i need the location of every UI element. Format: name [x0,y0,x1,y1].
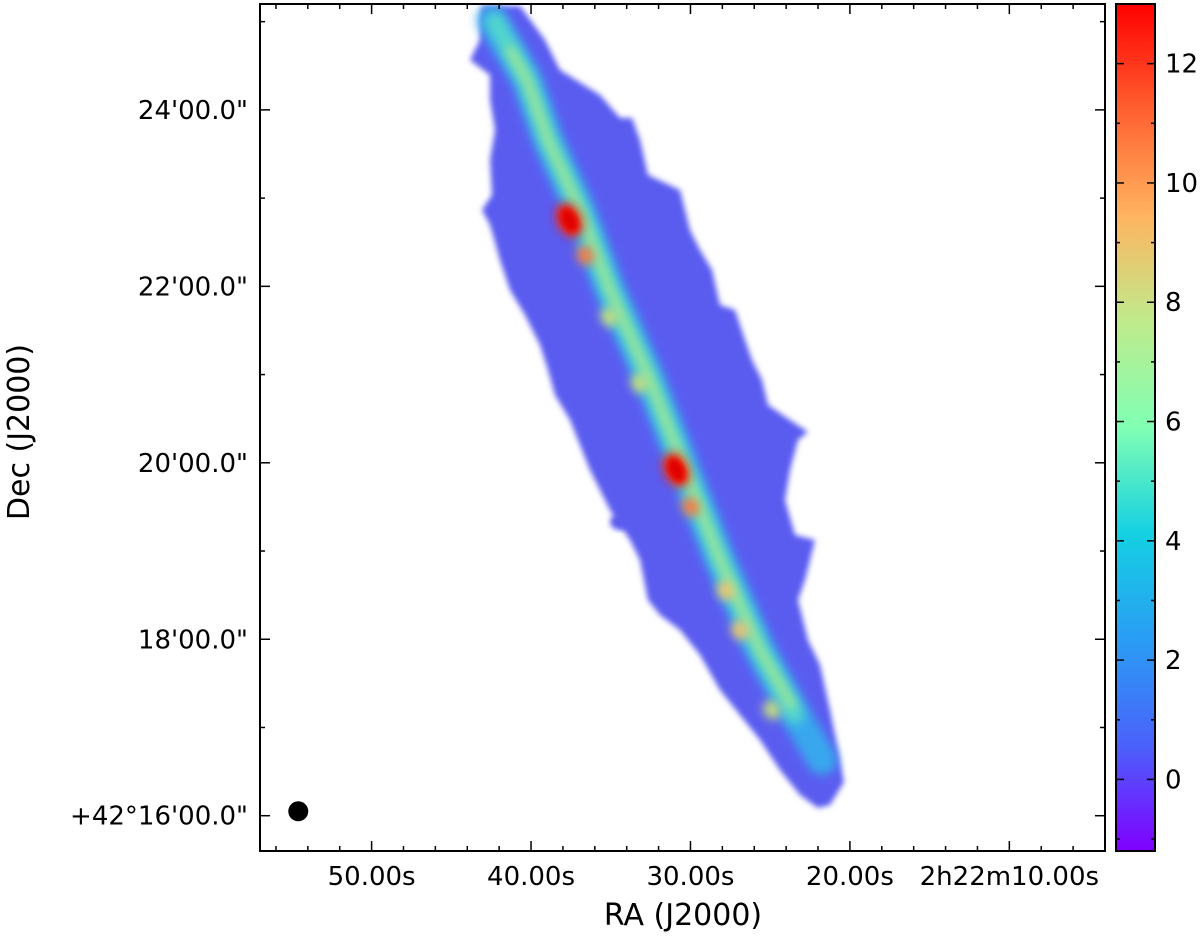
colorbar-tick-label-5: 10 [1165,169,1198,199]
y-tick-label-0: +42°16'00.0" [70,802,248,832]
y-tick-labels: +42°16'00.0" 18'00.0" 20'00.0" 22'00.0" 24'0… [70,96,248,832]
ridge-peak-1 [576,245,594,266]
emission-map [288,5,844,822]
ridge-peak-5 [682,497,699,517]
x-tick-label-1: 40.00s [487,862,575,892]
axis-ticks [260,4,1106,851]
x-tick-label-4: 2h22m10.00s [920,862,1099,892]
ridge-center [506,46,796,709]
ridge-peak-6 [717,581,734,601]
ridge-peak-7 [731,620,749,641]
x-tick-labels: 50.00s 40.00s 30.00s 20.00s 2h22m10.00s [328,862,1099,892]
colorbar-tick-label-2: 4 [1165,527,1182,557]
colorbar-tick-label-1: 2 [1165,646,1182,676]
plot-frame [259,3,1106,852]
y-tick-label-3: 22'00.0" [138,272,248,302]
colorbar-tick-labels: 0 2 4 6 8 10 12 [1165,50,1198,796]
x-tick-label-2: 30.00s [646,862,734,892]
ridge-peaks [556,203,781,720]
ridge-peak-3 [631,373,648,394]
colorbar: 0 2 4 6 8 10 12 [1115,3,1198,852]
y-axis-label: Dec (J2000) [2,344,37,520]
colorbar-tick-label-0: 0 [1165,765,1182,795]
ridge-peak-core-0 [561,208,578,232]
ridge-peak-8 [763,700,781,720]
ridge-peak-core-4 [668,458,685,482]
ridge-peak-2 [600,307,618,327]
beam-marker [288,801,309,822]
colorbar-tick-label-4: 8 [1165,288,1182,318]
colorbar-tick-label-6: 12 [1165,50,1198,80]
x-axis-label: RA (J2000) [604,898,762,933]
colorbar-tick-label-3: 6 [1165,408,1182,438]
y-tick-label-1: 18'00.0" [138,625,248,655]
emission-blob [610,514,630,530]
colorbar-frame [1115,3,1156,852]
x-tick-label-3: 20.00s [806,862,894,892]
colorbar-ticks [1116,3,1155,840]
colorbar-gradient [1116,4,1155,851]
y-tick-label-4: 24'00.0" [138,96,248,126]
x-tick-label-0: 50.00s [328,862,416,892]
y-tick-label-2: 20'00.0" [138,449,248,479]
